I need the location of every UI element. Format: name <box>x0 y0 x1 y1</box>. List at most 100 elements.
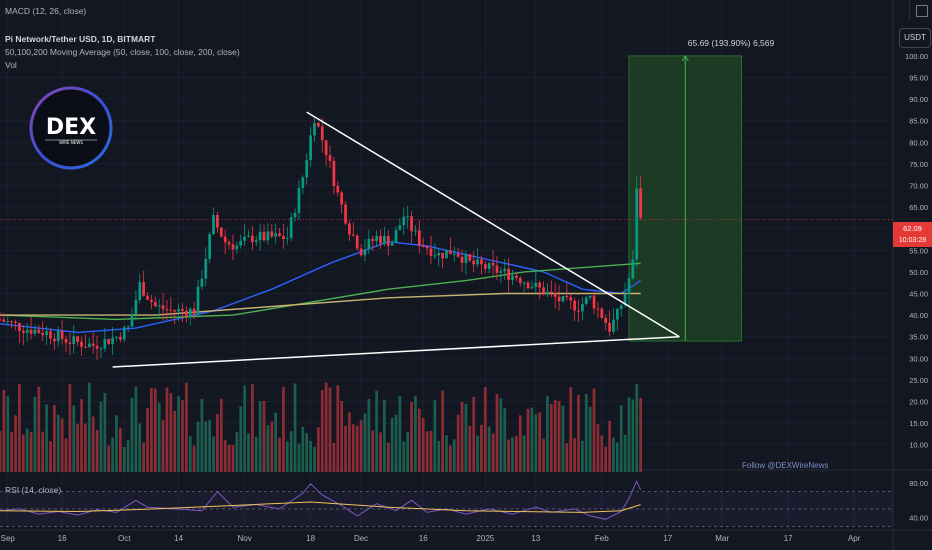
volume-bar <box>491 433 495 472</box>
candle <box>49 328 52 345</box>
volume-bar <box>181 400 184 472</box>
candle <box>639 176 642 221</box>
candle-body <box>146 295 149 300</box>
candle <box>565 283 569 301</box>
candle <box>573 297 576 321</box>
volume-bar <box>200 398 204 472</box>
time-tick-label: Apr <box>848 534 861 543</box>
volume-bar <box>142 442 146 472</box>
candle <box>243 224 246 246</box>
candle-body <box>526 282 530 289</box>
candle <box>188 306 192 326</box>
volume-bar <box>52 404 56 472</box>
candle <box>76 335 80 346</box>
candle <box>25 322 29 342</box>
volume-bar <box>452 439 456 472</box>
candle-body <box>270 231 274 237</box>
volume-bar <box>18 383 21 472</box>
volume-bar <box>596 424 600 472</box>
candle-body <box>177 308 180 312</box>
candle <box>130 308 134 327</box>
volume-bar <box>390 417 394 472</box>
rsi-tick-label: 40.00 <box>909 514 928 523</box>
volume-bar <box>549 404 553 472</box>
volume-bar <box>208 419 212 472</box>
volume-bar <box>363 413 367 472</box>
candle-body <box>406 216 410 218</box>
candle-body <box>150 299 153 302</box>
volume-bar <box>305 432 309 472</box>
candle-body <box>262 231 266 241</box>
candle-body <box>293 212 297 218</box>
price-tick-label: 90.00 <box>909 95 928 104</box>
candle <box>138 273 142 304</box>
candle-body <box>491 262 495 266</box>
candle-body <box>437 252 441 256</box>
volume-bar <box>119 427 122 472</box>
candle-body <box>161 305 165 310</box>
ma-indicator-label[interactable]: 50,100,200 Moving Average (50, close, 10… <box>5 47 240 57</box>
volume-bar <box>406 432 410 472</box>
time-tick-label: Mar <box>715 534 729 543</box>
time-tick-label: 2025 <box>476 534 494 543</box>
candle <box>553 283 557 309</box>
currency-selector-button[interactable]: USDT <box>899 28 931 48</box>
candle <box>592 291 596 315</box>
candle-body <box>460 256 464 263</box>
candle-body <box>332 160 336 186</box>
candle <box>402 207 406 236</box>
candle <box>235 241 239 254</box>
candle-body <box>515 275 518 279</box>
volume-bar <box>122 446 126 472</box>
candle <box>274 223 278 244</box>
candle-body <box>227 242 231 245</box>
price-tick-label: 25.00 <box>909 376 928 385</box>
maximize-pane-icon[interactable] <box>909 0 932 20</box>
candle-body <box>289 217 293 239</box>
volume-bar <box>285 441 289 472</box>
candle-body <box>557 296 561 302</box>
candle <box>208 231 212 264</box>
candle <box>581 297 584 321</box>
candle <box>223 229 227 254</box>
candle <box>363 238 367 262</box>
candle-body <box>204 258 208 279</box>
candle-body <box>348 223 351 235</box>
candle <box>122 325 126 342</box>
candle <box>530 280 534 290</box>
symbol-title[interactable]: Pi Network/Tether USD, 1D, BITMART <box>5 34 156 44</box>
candle-body <box>483 264 487 270</box>
candle <box>10 320 14 329</box>
time-tick-label: 18 <box>306 534 315 543</box>
candle-body <box>212 214 215 234</box>
volume-indicator-label[interactable]: Vol <box>5 60 17 70</box>
candle <box>6 315 10 326</box>
rsi-indicator-label[interactable]: RSI (14, close) <box>5 485 62 495</box>
price-tick-label: 55.00 <box>909 246 928 255</box>
volume-bar <box>604 446 608 472</box>
logo-text: DEX <box>46 115 96 140</box>
candle <box>219 227 223 238</box>
volume-bar <box>138 423 142 472</box>
candle-body <box>538 282 542 288</box>
candle <box>103 327 107 352</box>
candle <box>561 295 565 303</box>
macd-indicator-label[interactable]: MACD (12, 26, close) <box>5 6 87 16</box>
volume-bar <box>627 397 631 472</box>
candle-body <box>165 309 169 311</box>
candle-body <box>60 330 64 339</box>
candle <box>324 140 328 167</box>
candle-body <box>441 252 444 259</box>
candle <box>421 237 425 248</box>
candle-body <box>173 310 177 312</box>
volume-bar <box>37 386 41 472</box>
volume-bar <box>41 431 45 472</box>
candle-body <box>181 308 184 311</box>
rsi-pane <box>0 479 893 527</box>
price-tick-label: 30.00 <box>909 354 928 363</box>
candle <box>68 332 72 356</box>
volume-bar <box>282 386 285 472</box>
candle-body <box>138 282 142 300</box>
time-tick-label: 16 <box>58 534 67 543</box>
